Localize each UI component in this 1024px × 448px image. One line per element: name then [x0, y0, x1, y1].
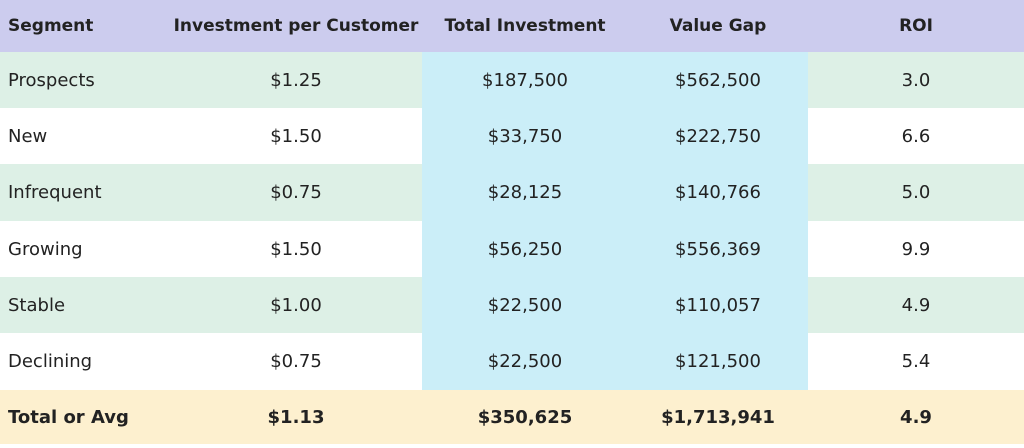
investment-per-customer-cell: $0.75 — [270, 182, 322, 203]
value-gap-cell: $121,500 — [628, 333, 808, 390]
investment-per-customer-cell: $1.50 — [270, 125, 322, 147]
total-investment-cell: $22,500 — [422, 277, 628, 333]
total-investment-cell: $22,500 — [422, 333, 628, 390]
total-roi-cell: 4.9 — [900, 406, 932, 428]
total-investment-cell: $33,750 — [422, 108, 628, 164]
table-row: New $1.50 $33,750 $222,750 6.6 — [0, 108, 1024, 164]
roi-cell: 5.0 — [901, 182, 931, 203]
header-roi: ROI — [899, 16, 933, 36]
table-row: Infrequent $0.75 $28,125 $140,766 5.0 — [0, 164, 1024, 221]
table-header-row: Segment Investment per Customer Total In… — [0, 0, 1024, 52]
total-label-cell: Total or Avg — [8, 406, 129, 428]
total-investment-cell: $28,125 — [422, 164, 628, 221]
header-segment: Segment — [8, 16, 94, 36]
investment-per-customer-cell: $0.75 — [270, 351, 322, 372]
total-investment-cell: $187,500 — [422, 52, 628, 108]
segment-cell: Infrequent — [8, 182, 102, 203]
total-investment-sum-cell: $350,625 — [477, 406, 573, 428]
roi-cell: 9.9 — [901, 238, 931, 260]
investment-per-customer-cell: $1.50 — [270, 238, 322, 260]
roi-cell: 3.0 — [901, 69, 931, 91]
header-total-investment: Total Investment — [444, 16, 606, 36]
segment-cell: Declining — [8, 351, 93, 372]
investment-per-customer-cell: $1.25 — [270, 69, 322, 91]
total-investment-per-customer-cell: $1.13 — [267, 406, 325, 428]
investment-per-customer-cell: $1.00 — [270, 294, 322, 316]
segment-cell: Stable — [8, 294, 66, 316]
roi-cell: 6.6 — [901, 125, 931, 147]
value-gap-cell: $556,369 — [628, 221, 808, 277]
roi-cell: 5.4 — [901, 351, 931, 372]
total-value-gap-cell: $1,713,941 — [661, 406, 775, 428]
segment-cell: Growing — [8, 238, 83, 260]
header-value-gap: Value Gap — [669, 16, 767, 36]
value-gap-cell: $110,057 — [628, 277, 808, 333]
table-row: Prospects $1.25 $187,500 $562,500 3.0 — [0, 52, 1024, 108]
segment-cell: Prospects — [8, 69, 95, 91]
roi-cell: 4.9 — [901, 294, 931, 316]
table-row: Declining $0.75 $22,500 $121,500 5.4 — [0, 333, 1024, 390]
table-row: Growing $1.50 $56,250 $556,369 9.9 — [0, 221, 1024, 277]
value-gap-cell: $222,750 — [628, 108, 808, 164]
table-total-row: Total or Avg $1.13 $350,625 $1,713,941 4… — [0, 390, 1024, 444]
segment-cell: New — [8, 125, 48, 147]
header-investment-per-customer: Investment per Customer — [173, 16, 419, 36]
table-row: Stable $1.00 $22,500 $110,057 4.9 — [0, 277, 1024, 333]
value-gap-cell: $562,500 — [628, 52, 808, 108]
value-gap-cell: $140,766 — [628, 164, 808, 221]
total-investment-cell: $56,250 — [422, 221, 628, 277]
